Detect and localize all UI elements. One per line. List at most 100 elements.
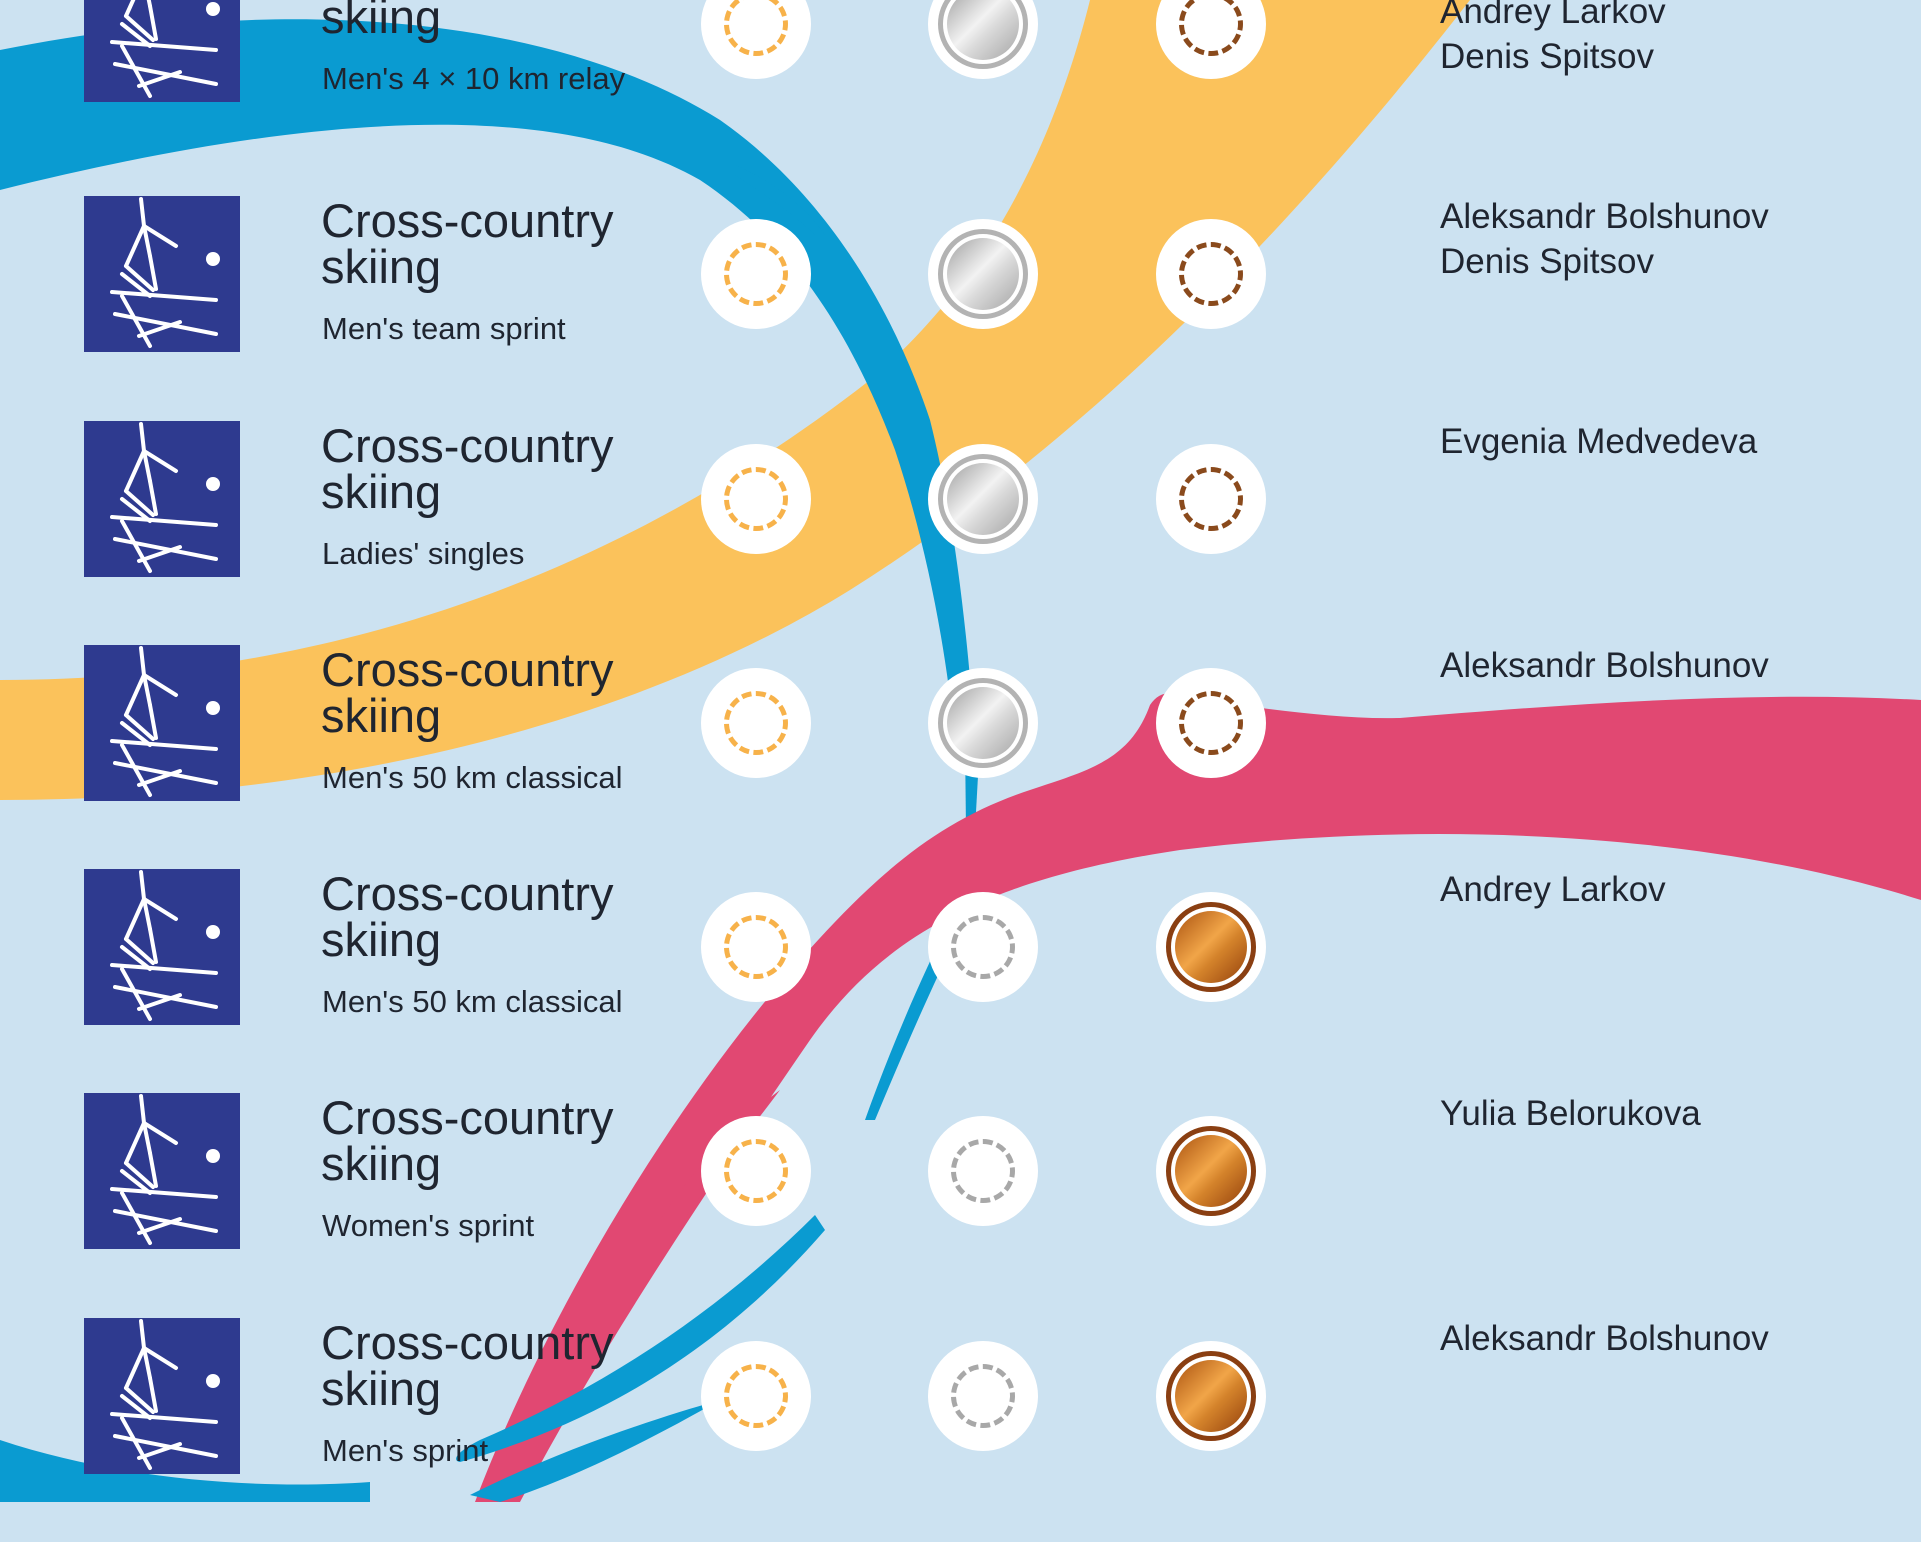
bronze-medal-icon [1156, 1116, 1266, 1226]
event-name: Ladies' singles [322, 536, 525, 571]
athlete-name: Andrey Larkov [1440, 870, 1666, 909]
bronze-medal-icon [1156, 1341, 1266, 1451]
gold-medal-placeholder [724, 242, 788, 306]
bronze-medal-disc [1175, 911, 1247, 983]
silver-medal-disc [947, 0, 1019, 60]
silver-medal-icon [928, 892, 1038, 1002]
athlete-name: Yulia Belorukova [1440, 1094, 1701, 1133]
athlete-name: Evgenia Medvedeva [1440, 422, 1758, 461]
bronze-medal-ring [1166, 1126, 1256, 1216]
silver-medal-icon [928, 1116, 1038, 1226]
bronze-medal-disc [1175, 1135, 1247, 1207]
gold-medal-placeholder [724, 691, 788, 755]
bronze-medal-ring [1166, 1351, 1256, 1441]
skier-pictogram [110, 646, 220, 797]
athlete-name: Denis Spitsov [1440, 37, 1654, 76]
athlete-list: Evgenia Medvedeva [1440, 419, 1900, 464]
blue-ribbon-bottom-streak [470, 1400, 720, 1502]
medal-row: Cross-country skiing Men's team sprint A… [0, 196, 1921, 420]
bronze-medal-disc [1179, 467, 1243, 531]
bronze-medal-disc [1175, 1360, 1247, 1432]
silver-medal-disc [951, 915, 1015, 979]
gold-medal-icon [701, 0, 811, 79]
gold-medal-icon [701, 892, 811, 1002]
cross-country-skiing-icon [84, 196, 240, 352]
bronze-medal-disc [1179, 0, 1243, 56]
gold-medal-placeholder [724, 467, 788, 531]
medal-row: Cross-country skiing Men's 4 × 10 km rel… [0, 0, 1921, 170]
skier-pictogram [110, 422, 220, 573]
event-name: Women's sprint [322, 1208, 535, 1243]
silver-medal-ring [938, 229, 1028, 319]
sport-title: Cross-country skiing [321, 419, 614, 518]
blue-ribbon-splash [735, 165, 825, 235]
skier-pictogram [110, 870, 220, 1021]
cross-country-skiing-icon [84, 0, 240, 102]
medal-row: Cross-country skiing Women's sprint Yuli… [0, 1093, 1921, 1317]
cross-country-skiing-icon [84, 645, 240, 801]
bronze-medal-disc [1179, 242, 1243, 306]
gold-medal-icon [701, 1341, 811, 1451]
silver-medal-icon [928, 0, 1038, 79]
athlete-name: Aleksandr Bolshunov [1440, 646, 1769, 685]
sport-title: Cross-country skiing [321, 194, 614, 293]
event-name: Men's team sprint [322, 311, 566, 346]
bronze-medal-disc [1179, 691, 1243, 755]
athlete-name: Aleksandr Bolshunov [1440, 197, 1769, 236]
sport-title: Cross-country skiing [321, 867, 614, 966]
skier-pictogram [110, 0, 220, 98]
gold-medal-placeholder [724, 915, 788, 979]
silver-medal-ring [938, 678, 1028, 768]
athlete-list: Aleksandr Bolshunov [1440, 1316, 1900, 1361]
cross-country-skiing-icon [84, 869, 240, 1025]
blue-ribbon-lower-sweep [456, 1215, 825, 1462]
event-name: Men's 50 km classical [322, 984, 623, 1019]
silver-medal-icon [928, 1341, 1038, 1451]
athlete-list: Andrey Larkov [1440, 867, 1900, 912]
red-ribbon [475, 693, 1921, 1502]
cross-country-skiing-icon [84, 1093, 240, 1249]
athlete-list: Aleksandr Bolshunov Denis Spitsov [1440, 194, 1900, 284]
gold-medal-icon [701, 219, 811, 329]
bronze-medal-icon [1156, 444, 1266, 554]
silver-medal-disc [947, 463, 1019, 535]
red-ribbon-splash [1220, 735, 1340, 785]
medal-row: Cross-country skiing Men's sprint Aleksa… [0, 1318, 1921, 1542]
silver-medal-ring [938, 0, 1028, 69]
cross-country-skiing-icon [84, 421, 240, 577]
sport-title: Cross-country skiing [321, 1091, 614, 1190]
blue-ribbon-upper [0, 19, 975, 740]
medal-row: Cross-country skiing Ladies' singles Evg… [0, 421, 1921, 645]
silver-medal-disc [951, 1364, 1015, 1428]
gold-medal-icon [701, 668, 811, 778]
yellow-ribbon [0, 0, 1470, 800]
skier-pictogram [110, 197, 220, 348]
athlete-list: Aleksandr Bolshunov [1440, 643, 1900, 688]
skier-pictogram [110, 1319, 220, 1470]
silver-medal-icon [928, 668, 1038, 778]
bronze-medal-icon [1156, 219, 1266, 329]
bronze-medal-icon [1156, 0, 1266, 79]
athlete-name: Aleksandr Bolshunov [1440, 1319, 1769, 1358]
silver-medal-icon [928, 219, 1038, 329]
silver-medal-ring [938, 454, 1028, 544]
gold-medal-placeholder [724, 1364, 788, 1428]
sport-title: Cross-country skiing [321, 0, 442, 43]
athlete-list: Yulia Belorukova [1440, 1091, 1900, 1136]
silver-medal-disc [947, 687, 1019, 759]
gold-medal-placeholder [724, 1139, 788, 1203]
silver-medal-disc [951, 1139, 1015, 1203]
bronze-medal-icon [1156, 892, 1266, 1002]
athlete-name: Andrey Larkov [1440, 0, 1666, 31]
bronze-medal-ring [1166, 902, 1256, 992]
event-name: Men's sprint [322, 1433, 489, 1468]
cross-country-skiing-icon [84, 1318, 240, 1474]
sport-title: Cross-country skiing [321, 1316, 614, 1415]
skier-pictogram [110, 1094, 220, 1245]
blue-ribbon-bottom [0, 1440, 370, 1502]
gold-medal-icon [701, 444, 811, 554]
gold-medal-placeholder [724, 0, 788, 56]
athlete-name: Denis Spitsov [1440, 242, 1654, 281]
bronze-medal-icon [1156, 668, 1266, 778]
